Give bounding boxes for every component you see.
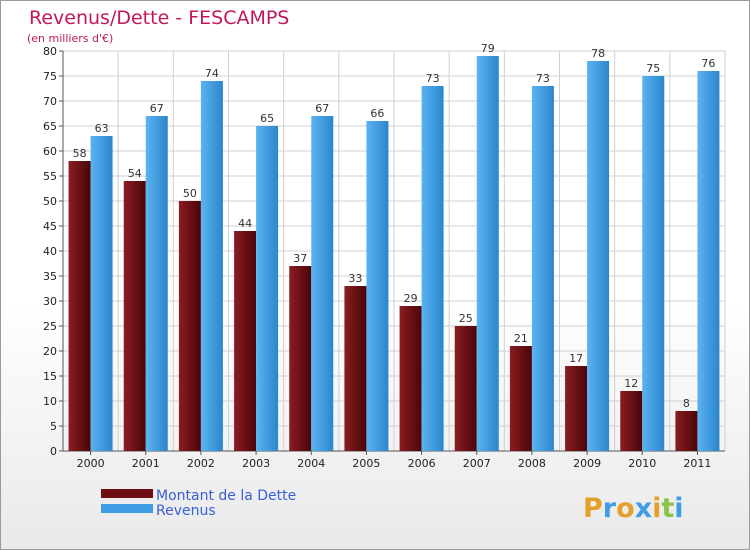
proxiti-logo: Proxiti bbox=[583, 493, 684, 524]
bar-revenus-2010 bbox=[642, 76, 665, 451]
value-label-dette-2005: 33 bbox=[348, 272, 362, 285]
y-tick-label: 35 bbox=[43, 270, 57, 283]
y-tick-label: 10 bbox=[43, 395, 57, 408]
bar-revenus-2009 bbox=[587, 61, 610, 451]
bar-dette-2006 bbox=[399, 306, 422, 451]
x-tick-label: 2005 bbox=[352, 457, 380, 470]
y-tick-label: 0 bbox=[50, 445, 57, 458]
legend-label-revenus: Revenus bbox=[156, 503, 216, 519]
y-tick-label: 5 bbox=[50, 420, 57, 433]
value-label-revenus-2009: 78 bbox=[591, 47, 605, 60]
value-label-revenus-2005: 66 bbox=[370, 107, 384, 120]
y-tick-label: 80 bbox=[43, 45, 57, 58]
y-tick-label: 45 bbox=[43, 220, 57, 233]
value-label-revenus-2010: 75 bbox=[646, 62, 660, 75]
value-label-revenus-2002: 74 bbox=[205, 67, 219, 80]
x-tick-label: 2009 bbox=[573, 457, 601, 470]
x-tick-label: 2002 bbox=[187, 457, 215, 470]
y-tick-label: 25 bbox=[43, 320, 57, 333]
logo-letter: i bbox=[652, 493, 661, 524]
bars bbox=[68, 56, 720, 451]
x-tick-label: 2007 bbox=[463, 457, 491, 470]
value-label-dette-2000: 58 bbox=[73, 147, 87, 160]
y-tick-label: 70 bbox=[43, 95, 57, 108]
value-label-dette-2003: 44 bbox=[238, 217, 252, 230]
value-label-dette-2010: 12 bbox=[624, 377, 638, 390]
logo-letter: o bbox=[616, 493, 635, 524]
x-tick-label: 2010 bbox=[628, 457, 656, 470]
bar-revenus-2008 bbox=[531, 86, 554, 451]
logo-letter: x bbox=[635, 493, 652, 524]
value-label-dette-2011: 8 bbox=[683, 397, 690, 410]
value-label-revenus-2001: 67 bbox=[150, 102, 164, 115]
bar-dette-2005 bbox=[344, 286, 367, 451]
chart-subtitle: (en milliers d'€) bbox=[27, 32, 113, 45]
value-label-dette-2002: 50 bbox=[183, 187, 197, 200]
bar-revenus-2005 bbox=[366, 121, 389, 451]
logo-letter: r bbox=[603, 493, 617, 524]
value-label-dette-2001: 54 bbox=[128, 167, 142, 180]
logo-letter: i bbox=[674, 493, 683, 524]
bar-dette-2004 bbox=[289, 266, 312, 451]
y-tick-label: 60 bbox=[43, 145, 57, 158]
x-tick-label: 2006 bbox=[408, 457, 436, 470]
bar-revenus-2006 bbox=[421, 86, 444, 451]
value-label-revenus-2008: 73 bbox=[536, 72, 550, 85]
y-tick-label: 75 bbox=[43, 70, 57, 83]
bar-revenus-2011 bbox=[697, 71, 720, 451]
bar-revenus-2002 bbox=[200, 81, 223, 451]
value-label-revenus-2004: 67 bbox=[315, 102, 329, 115]
legend-label-dette: Montant de la Dette bbox=[156, 488, 296, 504]
y-tick-label: 40 bbox=[43, 245, 57, 258]
x-tick-label: 2008 bbox=[518, 457, 546, 470]
y-tick-label: 55 bbox=[43, 170, 57, 183]
bar-revenus-2001 bbox=[145, 116, 168, 451]
value-label-revenus-2011: 76 bbox=[701, 57, 715, 70]
value-label-dette-2007: 25 bbox=[459, 312, 473, 325]
logo-letter: P bbox=[583, 493, 603, 524]
value-label-dette-2004: 37 bbox=[293, 252, 307, 265]
bar-revenus-2000 bbox=[90, 136, 113, 451]
data-labels: 58 63 54 67 50 74 44 65 37 67 33 66 29 73 25 79 21 73 17 78… bbox=[73, 42, 716, 410]
bar-revenus-2007 bbox=[476, 56, 499, 451]
y-tick-label: 50 bbox=[43, 195, 57, 208]
bar-dette-2002 bbox=[178, 201, 201, 451]
logo-letter: t bbox=[661, 493, 674, 524]
bar-revenus-2003 bbox=[256, 126, 279, 451]
value-label-revenus-2003: 65 bbox=[260, 112, 274, 125]
x-tick-label: 2001 bbox=[132, 457, 160, 470]
x-tick-label: 2011 bbox=[683, 457, 711, 470]
x-tick-label: 2004 bbox=[297, 457, 325, 470]
legend-swatch-dette bbox=[101, 489, 153, 498]
value-label-dette-2006: 29 bbox=[404, 292, 418, 305]
legend: Montant de la Dette Revenus bbox=[101, 488, 296, 519]
value-label-revenus-2000: 63 bbox=[95, 122, 109, 135]
bar-dette-2001 bbox=[123, 181, 146, 451]
bar-dette-2000 bbox=[68, 161, 91, 451]
value-label-dette-2009: 17 bbox=[569, 352, 583, 365]
value-label-revenus-2006: 73 bbox=[426, 72, 440, 85]
bar-dette-2011 bbox=[675, 411, 698, 451]
x-tick-label: 2000 bbox=[77, 457, 105, 470]
value-label-dette-2008: 21 bbox=[514, 332, 528, 345]
y-tick-label: 30 bbox=[43, 295, 57, 308]
y-tick-label: 20 bbox=[43, 345, 57, 358]
bar-dette-2003 bbox=[234, 231, 257, 451]
y-tick-label: 15 bbox=[43, 370, 57, 383]
bar-dette-2009 bbox=[565, 366, 588, 451]
bar-revenus-2004 bbox=[311, 116, 334, 451]
bar-dette-2010 bbox=[620, 391, 643, 451]
axes: 0 5 10 15 20 25 30 35 40 45 50 55 60 65 70 75 80 2000 2001… bbox=[43, 45, 725, 470]
bar-dette-2007 bbox=[454, 326, 477, 451]
x-tick-label: 2003 bbox=[242, 457, 270, 470]
chart-title: Revenus/Dette - FESCAMPS bbox=[29, 7, 289, 29]
legend-swatch-revenus bbox=[101, 504, 153, 513]
y-tick-label: 65 bbox=[43, 120, 57, 133]
value-label-revenus-2007: 79 bbox=[481, 42, 495, 55]
bar-dette-2008 bbox=[509, 346, 532, 451]
